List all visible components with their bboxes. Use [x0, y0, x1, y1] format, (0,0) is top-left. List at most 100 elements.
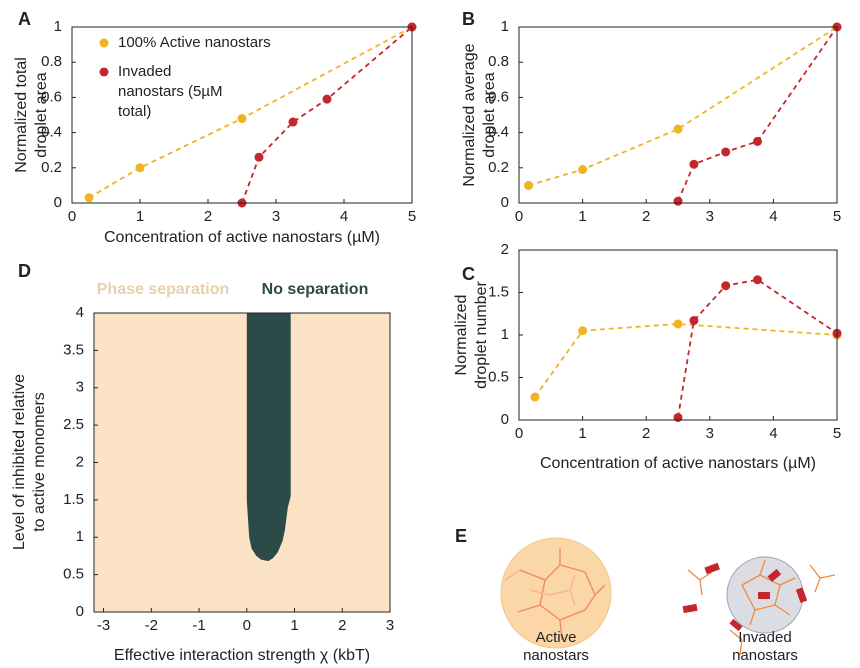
- y-axis-title: droplet area: [481, 72, 498, 157]
- data-point: [524, 181, 533, 190]
- x-tick-label: 5: [833, 425, 841, 442]
- y-tick-label: 0.2: [41, 159, 62, 176]
- figure: A01234500.20.40.60.81Normalized totaldro…: [0, 0, 860, 668]
- x-tick-label: 3: [272, 208, 280, 225]
- x-tick-label: 2: [204, 208, 212, 225]
- data-point: [578, 165, 587, 174]
- y-tick-label: 1: [76, 528, 84, 545]
- data-point: [255, 153, 264, 162]
- series-line: [678, 280, 837, 418]
- y-tick-label: 1: [54, 18, 62, 35]
- x-tick-label: -2: [145, 617, 158, 634]
- y-tick-label: 1.5: [488, 283, 509, 300]
- y-tick-label: 2: [76, 453, 84, 470]
- series-line: [678, 27, 837, 201]
- y-tick-label: 1: [501, 326, 509, 343]
- diagram-caption: nanostars: [732, 647, 798, 664]
- diagram-caption: nanostars: [523, 647, 589, 664]
- y-tick-label: 0.2: [488, 159, 509, 176]
- x-tick-label: -1: [192, 617, 205, 634]
- x-tick-label: 5: [408, 208, 416, 225]
- x-tick-label: 0: [515, 425, 523, 442]
- plot-frame: [519, 250, 837, 420]
- legend-marker: [100, 39, 109, 48]
- panel-label: C: [462, 264, 475, 284]
- x-tick-label: 2: [338, 617, 346, 634]
- x-tick-label: 1: [578, 425, 586, 442]
- region-label: Phase separation: [97, 281, 230, 298]
- y-tick-label: 0: [76, 603, 84, 620]
- x-tick-label: 2: [642, 425, 650, 442]
- y-tick-label: 1: [501, 18, 509, 35]
- y-tick-label: 0.5: [63, 566, 84, 583]
- region-area: [247, 313, 291, 561]
- y-tick-label: 0.5: [488, 368, 509, 385]
- y-axis-title: droplet area: [33, 72, 50, 157]
- x-tick-label: 2: [642, 208, 650, 225]
- x-tick-label: 0: [243, 617, 251, 634]
- x-tick-label: 0: [515, 208, 523, 225]
- data-point: [674, 413, 683, 422]
- y-tick-label: 0: [501, 411, 509, 428]
- legend-label: 100% Active nanostars: [118, 33, 230, 53]
- y-tick-label: 3: [76, 379, 84, 396]
- y-axis-title: Normalized total: [13, 57, 30, 173]
- data-point: [721, 147, 730, 156]
- series-line: [529, 27, 837, 185]
- y-tick-label: 0.8: [41, 53, 62, 70]
- data-point: [753, 137, 762, 146]
- x-tick-label: 3: [386, 617, 394, 634]
- series-line: [535, 324, 837, 397]
- data-point: [689, 160, 698, 169]
- series-line: [242, 27, 412, 203]
- y-tick-label: 0.8: [488, 53, 509, 70]
- data-point: [85, 193, 94, 202]
- data-point: [238, 114, 247, 123]
- plot-frame: [519, 27, 837, 203]
- data-point: [289, 118, 298, 127]
- diagram-caption: Invaded: [738, 629, 791, 646]
- x-tick-label: 1: [578, 208, 586, 225]
- y-tick-label: 0: [54, 194, 62, 211]
- diagram-caption: Active: [536, 629, 577, 646]
- x-axis-title: Effective interaction strength χ (kbT): [114, 647, 370, 664]
- x-axis-title: Concentration of active nanostars (µM): [104, 229, 380, 246]
- legend-label: Invaded nanostars (5µM total): [118, 62, 230, 122]
- y-tick-label: 2: [501, 241, 509, 258]
- x-tick-label: 3: [706, 208, 714, 225]
- data-point: [323, 95, 332, 104]
- y-axis-title: Normalized: [453, 295, 470, 376]
- data-point: [721, 281, 730, 290]
- y-tick-label: 0: [501, 194, 509, 211]
- x-tick-label: 4: [340, 208, 348, 225]
- x-tick-label: 1: [290, 617, 298, 634]
- data-point: [136, 163, 145, 172]
- data-point: [689, 316, 698, 325]
- y-tick-label: 1.5: [63, 491, 84, 508]
- data-point: [674, 197, 683, 206]
- x-tick-label: 5: [833, 208, 841, 225]
- data-point: [753, 275, 762, 284]
- y-tick-label: 3.5: [63, 341, 84, 358]
- x-tick-label: 4: [769, 208, 777, 225]
- y-axis-title: Level of inhibited relative: [11, 374, 28, 550]
- x-tick-label: 4: [769, 425, 777, 442]
- x-axis-title: Concentration of active nanostars (µM): [540, 455, 816, 472]
- data-point: [674, 125, 683, 134]
- legend-marker: [100, 68, 109, 77]
- data-point: [674, 319, 683, 328]
- region-background: [94, 313, 390, 612]
- panel-label: B: [462, 9, 475, 29]
- y-axis-title: Normalized average: [461, 43, 478, 186]
- x-tick-label: -3: [97, 617, 110, 634]
- x-tick-label: 1: [136, 208, 144, 225]
- region-label: No separation: [262, 281, 369, 298]
- panel-label: E: [455, 526, 467, 546]
- y-axis-title: droplet number: [473, 281, 490, 389]
- y-tick-label: 4: [76, 304, 84, 321]
- x-tick-label: 3: [706, 425, 714, 442]
- data-point: [578, 326, 587, 335]
- x-tick-label: 0: [68, 208, 76, 225]
- y-axis-title: to active monomers: [31, 392, 48, 532]
- panel-label: A: [18, 9, 31, 29]
